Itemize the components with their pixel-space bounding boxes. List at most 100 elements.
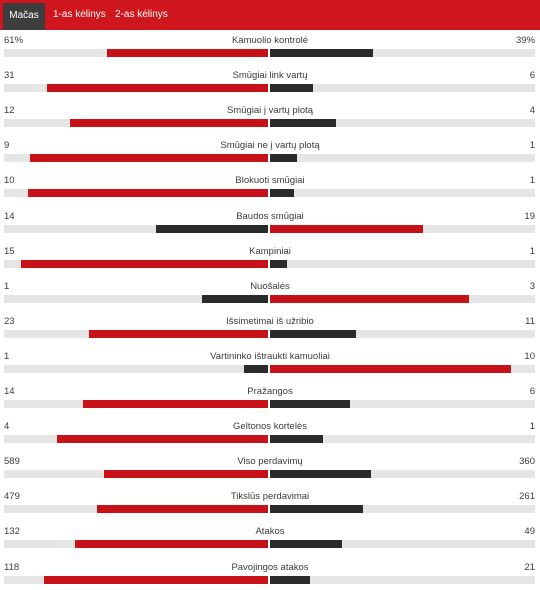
stat-name: Nuošalės — [250, 280, 290, 292]
stat-row: 31 Smūgiai link vartų 6 — [0, 70, 540, 100]
home-bar — [83, 400, 268, 408]
away-value: 261 — [519, 491, 535, 503]
away-value: 19 — [524, 210, 535, 222]
away-bar-track — [270, 329, 535, 338]
home-value: 14 — [4, 210, 15, 222]
home-bar-track — [4, 470, 268, 479]
away-value: 1 — [529, 140, 535, 152]
home-bar — [75, 540, 268, 549]
away-bar-track — [270, 84, 535, 93]
away-bar-track — [270, 189, 535, 198]
stat-name: Pražangos — [247, 386, 293, 397]
stat-row: 12 Smūgiai į vartų plotą 4 — [0, 105, 540, 135]
away-bar-track — [270, 259, 535, 268]
home-bar-track — [4, 575, 268, 584]
stat-name: Kamuolio kontrolė — [231, 35, 309, 46]
home-bar — [244, 364, 268, 373]
away-bar-track — [270, 49, 535, 57]
home-value: 118 — [4, 561, 20, 573]
home-value: 12 — [4, 105, 15, 117]
away-bar-track — [270, 575, 535, 584]
away-bar-track — [270, 294, 535, 303]
away-bar — [270, 435, 323, 444]
tab-match[interactable]: Mačas — [3, 3, 45, 30]
stat-name: Blokuoti smūgiai — [235, 175, 305, 187]
stat-name: Atakos — [255, 526, 285, 538]
home-bar-track — [4, 505, 268, 514]
away-value: 39% — [515, 35, 535, 46]
away-bar — [270, 364, 511, 373]
away-bar — [270, 224, 423, 233]
stat-row: 14 Baudos smūgiai 19 — [0, 211, 540, 241]
home-bar-track — [4, 294, 268, 303]
away-bar-track — [270, 470, 535, 479]
home-bar — [106, 49, 268, 57]
home-value: 15 — [4, 245, 15, 257]
home-bar — [43, 575, 268, 584]
home-bar-track — [4, 224, 268, 233]
home-value: 31 — [4, 70, 15, 82]
away-bar — [270, 259, 287, 268]
home-value: 4 — [4, 421, 10, 433]
home-bar-track — [4, 49, 268, 57]
stat-name: Smūgiai ne į vartų plotą — [220, 140, 320, 152]
away-bar — [270, 575, 311, 584]
home-bar-track — [4, 329, 268, 338]
away-bar — [270, 154, 297, 163]
stat-row: 61% Kamuolio kontrolė 39% — [0, 35, 540, 65]
period-tabs: Mačas 1-as kėlinys 2-as kėlinys — [0, 0, 540, 30]
stat-row: 132 Atakos 49 — [0, 526, 540, 556]
home-bar-track — [4, 84, 268, 93]
stat-name: Tikslūs perdavimai — [230, 491, 310, 503]
stat-name: Smūgiai link vartų — [232, 70, 308, 82]
away-value: 1 — [529, 421, 535, 433]
home-bar — [89, 329, 268, 338]
home-value: 23 — [4, 315, 15, 327]
home-value: 61% — [4, 35, 24, 46]
away-bar — [270, 400, 350, 408]
stat-name: Pavojingos atakos — [231, 561, 309, 573]
away-bar — [270, 189, 295, 198]
home-bar — [97, 505, 268, 514]
away-bar — [270, 540, 342, 549]
home-bar-track — [4, 154, 268, 163]
stat-row: 4 Geltonos kortelės 1 — [0, 421, 540, 451]
home-value: 1 — [4, 350, 10, 362]
stat-row: 118 Pavojingos atakos 21 — [0, 562, 540, 590]
home-bar-track — [4, 189, 268, 198]
home-bar — [202, 294, 268, 303]
home-value: 1 — [4, 280, 10, 292]
away-bar — [270, 329, 356, 338]
away-bar-track — [270, 224, 535, 233]
away-bar-track — [270, 119, 535, 128]
away-bar — [270, 84, 313, 93]
stat-name: Geltonos kortelės — [233, 421, 307, 433]
stat-row: 9 Smūgiai ne į vartų plotą 1 — [0, 140, 540, 170]
home-bar-track — [4, 540, 268, 549]
away-bar-track — [270, 364, 535, 373]
stat-row: 479 Tikslūs perdavimai 261 — [0, 491, 540, 521]
stat-row: 589 Viso perdavimų 360 — [0, 456, 540, 486]
home-value: 10 — [4, 175, 15, 187]
away-value: 11 — [525, 315, 535, 327]
stat-row: 1 Nuošalės 3 — [0, 281, 540, 311]
home-bar — [156, 224, 268, 233]
tab-first-half[interactable]: 1-as kėlinys — [53, 9, 106, 20]
away-value: 3 — [529, 280, 535, 292]
away-bar — [270, 294, 469, 303]
stat-name: Baudos smūgiai — [236, 210, 304, 222]
home-bar-track — [4, 119, 268, 128]
stat-row: 15 Kampiniai 1 — [0, 246, 540, 276]
home-bar-track — [4, 364, 268, 373]
home-bar-track — [4, 435, 268, 444]
stat-row: 1 Vartininko ištraukti kamuoliai 10 — [0, 351, 540, 381]
away-bar — [270, 505, 364, 514]
home-value: 479 — [4, 491, 20, 503]
tab-second-half[interactable]: 2-as kėlinys — [115, 9, 168, 20]
away-bar — [270, 119, 337, 128]
stat-name: Išsimetimai iš užribio — [226, 315, 314, 327]
home-bar — [70, 119, 268, 128]
home-bar — [104, 470, 268, 479]
stat-row: 10 Blokuoti smūgiai 1 — [0, 175, 540, 205]
stat-name: Vartininko ištraukti kamuoliai — [210, 350, 330, 362]
